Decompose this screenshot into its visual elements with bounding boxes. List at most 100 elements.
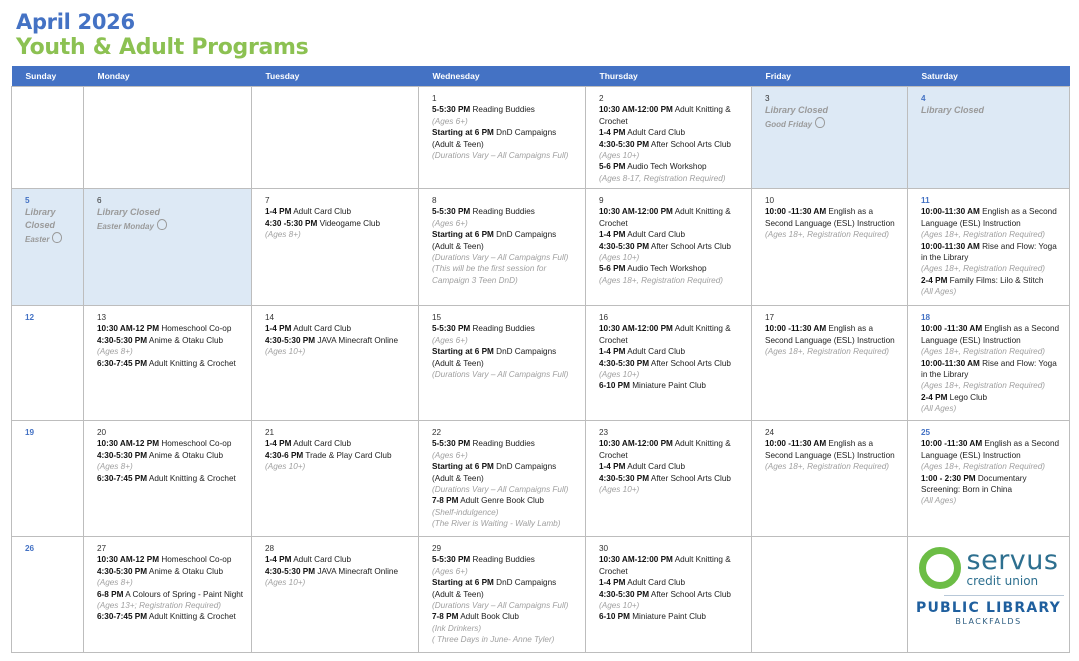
day-cell-24: 24 10:00 -11:30 AM English as a Second La…	[751, 420, 908, 537]
event-item: 4:30-5:30 PM After School Arts Club	[599, 473, 745, 484]
event-item: 10:30 AM-12:00 PM Adult Knitting & Croch…	[599, 104, 745, 127]
event-note: (Ages 18+, Registration Required)	[921, 264, 1046, 274]
event-title: Reading Buddies	[472, 324, 535, 334]
day-number: 16	[599, 313, 609, 322]
event-note: (Ages 6+)	[432, 218, 468, 228]
event-title: Homeschool Co-op	[161, 555, 232, 565]
event-item: 1-4 PM Adult Card Club	[265, 206, 412, 217]
event-title: JAVA Minecraft Online	[317, 566, 399, 576]
event-title: Documentary Screening: Born in China	[921, 473, 1027, 495]
event-item: 5-5:30 PM Reading Buddies	[432, 104, 579, 115]
day-number: 7	[265, 196, 270, 205]
event-title: English as a Second Language (ESL) Instr…	[765, 207, 895, 228]
event-note: (Ages 10+)	[265, 578, 306, 588]
event-note: (Ages 18+, Registration Required)	[765, 462, 890, 472]
event-time: 1-4 PM	[599, 347, 626, 357]
event-item: 4:30-5:30 PM After School Arts Club	[599, 139, 745, 150]
day-cell-30: 30 10:30 AM-12:00 PM Adult Knitting & Cro…	[585, 536, 752, 653]
event-note: (Ages 8+)	[97, 347, 133, 357]
event-note: ( Three Days in June- Anne Tyler)	[432, 635, 555, 645]
event-item: 4:30-5:30 PM After School Arts Club	[599, 358, 745, 369]
servus-logo: servus credit union	[918, 547, 1059, 589]
weekday-sunday: Sunday	[11, 66, 84, 87]
event-title: After School Arts Club	[650, 473, 731, 483]
event-item: 1-4 PM Adult Card Club	[599, 577, 745, 588]
event-title: English as a Second Language (ESL) Instr…	[921, 207, 1057, 228]
event-time: 7-8 PM	[432, 612, 459, 622]
page-title: Youth & Adult Programs	[16, 35, 309, 60]
day-cell-1: 1 5-5:30 PM Reading Buddies (Ages 6+) Start…	[418, 86, 586, 189]
event-time: 4:30-5:30 PM	[265, 335, 316, 345]
day-cell-8: 8 5-5:30 PM Reading Buddies (Ages 6+) Start…	[418, 188, 586, 306]
day-number: 21	[265, 428, 275, 437]
event-time: Starting at 6 PM	[432, 462, 494, 472]
event-item: 6:30-7:45 PM Adult Knitting & Crochet	[97, 611, 245, 622]
event-title: Adult Card Club	[627, 128, 686, 138]
event-item: 5-5:30 PM Reading Buddies	[432, 206, 579, 217]
event-item: 10:00 -11:30 AM English as a Second Lang…	[765, 438, 901, 461]
event-time: 10:00 -11:30 AM	[765, 439, 827, 449]
event-time: 10:30 AM-12 PM	[97, 555, 160, 565]
event-title: Rise and Flow: Yoga in the Library	[921, 241, 1057, 263]
day-cell-4: 4 Library Closed	[907, 86, 1070, 189]
empty-day-cell	[251, 86, 419, 189]
day-number: 22	[432, 428, 442, 437]
day-number: 20	[97, 428, 107, 437]
event-title: Adult Card Club	[627, 347, 686, 357]
event-note: (All Ages)	[921, 496, 957, 506]
day-cell-29: 29 5-5:30 PM Reading Buddies (Ages 6+) Star…	[418, 536, 586, 653]
event-title: Family Films: Lilo & Stitch	[949, 275, 1044, 285]
event-time: 10:30 AM-12:00 PM	[599, 555, 673, 565]
day-number: 28	[265, 544, 275, 553]
day-cell-5: 5 Library Closed Easter	[11, 188, 84, 306]
event-note: (Ages 6+)	[432, 116, 468, 126]
day-cell-11: 11 10:00-11:30 AM English as a Second Lan…	[907, 188, 1070, 306]
day-number: 10	[765, 196, 775, 205]
event-item: 1-4 PM Adult Card Club	[599, 229, 745, 240]
event-time: 5-6 PM	[599, 264, 626, 274]
event-time: 5-5:30 PM	[432, 324, 471, 334]
logo-cell: servus credit union PUBLIC LIBRARY BLACKFAL…	[907, 536, 1070, 653]
event-note: (All Ages)	[921, 287, 957, 297]
event-time: 1:00 - 2:30 PM	[921, 473, 976, 483]
event-note: (Ages 18+, Registration Required)	[765, 230, 890, 240]
event-item: 1-4 PM Adult Card Club	[599, 346, 745, 357]
event-note: (Ages 6+)	[432, 450, 468, 460]
event-note: (Ages 13+; Registration Required)	[97, 601, 222, 611]
event-time: 1-4 PM	[265, 555, 292, 565]
event-title: Audio Tech Workshop	[627, 264, 707, 274]
event-item: 1:00 - 2:30 PM Documentary Screening: Bo…	[921, 473, 1063, 496]
event-note: (Ages 8+)	[265, 230, 301, 240]
event-time: 5-6 PM	[599, 162, 626, 172]
day-cell-23: 23 10:30 AM-12:00 PM Adult Knitting & Cro…	[585, 420, 752, 537]
event-item: Starting at 6 PM DnD Campaigns (Adult & …	[432, 577, 579, 600]
event-note: (Shelf-indulgence)	[432, 507, 499, 517]
event-time: 2-4 PM	[921, 392, 948, 402]
event-title: After School Arts Club	[650, 589, 731, 599]
day-cell-21: 21 1-4 PM Adult Card Club 4:30-6 PM Trade …	[251, 420, 419, 537]
event-item: 4:30-5:30 PM Anime & Otaku Club	[97, 450, 245, 461]
event-title: After School Arts Club	[650, 358, 731, 368]
event-time: 4:30-5:30 PM	[265, 566, 316, 576]
event-time: 6:30-7:45 PM	[97, 612, 148, 622]
day-cell-28: 28 1-4 PM Adult Card Club 4:30-5:30 PM JAV…	[251, 536, 419, 653]
event-note: (Ages 18+, Registration Required)	[599, 275, 724, 285]
event-note: (Ages 10+)	[265, 347, 306, 357]
event-note: (Ages 18+, Registration Required)	[921, 230, 1046, 240]
event-item: 1-4 PM Adult Card Club	[599, 461, 745, 472]
day-cell-9: 9 10:30 AM-12:00 PM Adult Knitting & Croc…	[585, 188, 752, 306]
event-time: 10:30 AM-12:00 PM	[599, 439, 673, 449]
event-title: Adult Card Club	[293, 207, 352, 217]
event-title: Homeschool Co-op	[161, 439, 232, 449]
day-cell-3: 3 Library Closed Good Friday	[751, 86, 908, 189]
day-number: 17	[765, 313, 775, 322]
event-time: 1-4 PM	[599, 128, 626, 138]
event-item: 6:30-7:45 PM Adult Knitting & Crochet	[97, 473, 245, 484]
day-number: 25	[921, 428, 931, 437]
event-title: Adult Card Club	[627, 462, 686, 472]
event-time: 6-10 PM	[599, 381, 630, 391]
event-time: 4:30 -5:30 PM	[265, 218, 318, 228]
event-title: Anime & Otaku Club	[148, 450, 224, 460]
day-cell-2: 2 10:30 AM-12:00 PM Adult Knitting & Croc…	[585, 86, 752, 189]
event-note: (Ages 18+, Registration Required)	[921, 347, 1046, 357]
